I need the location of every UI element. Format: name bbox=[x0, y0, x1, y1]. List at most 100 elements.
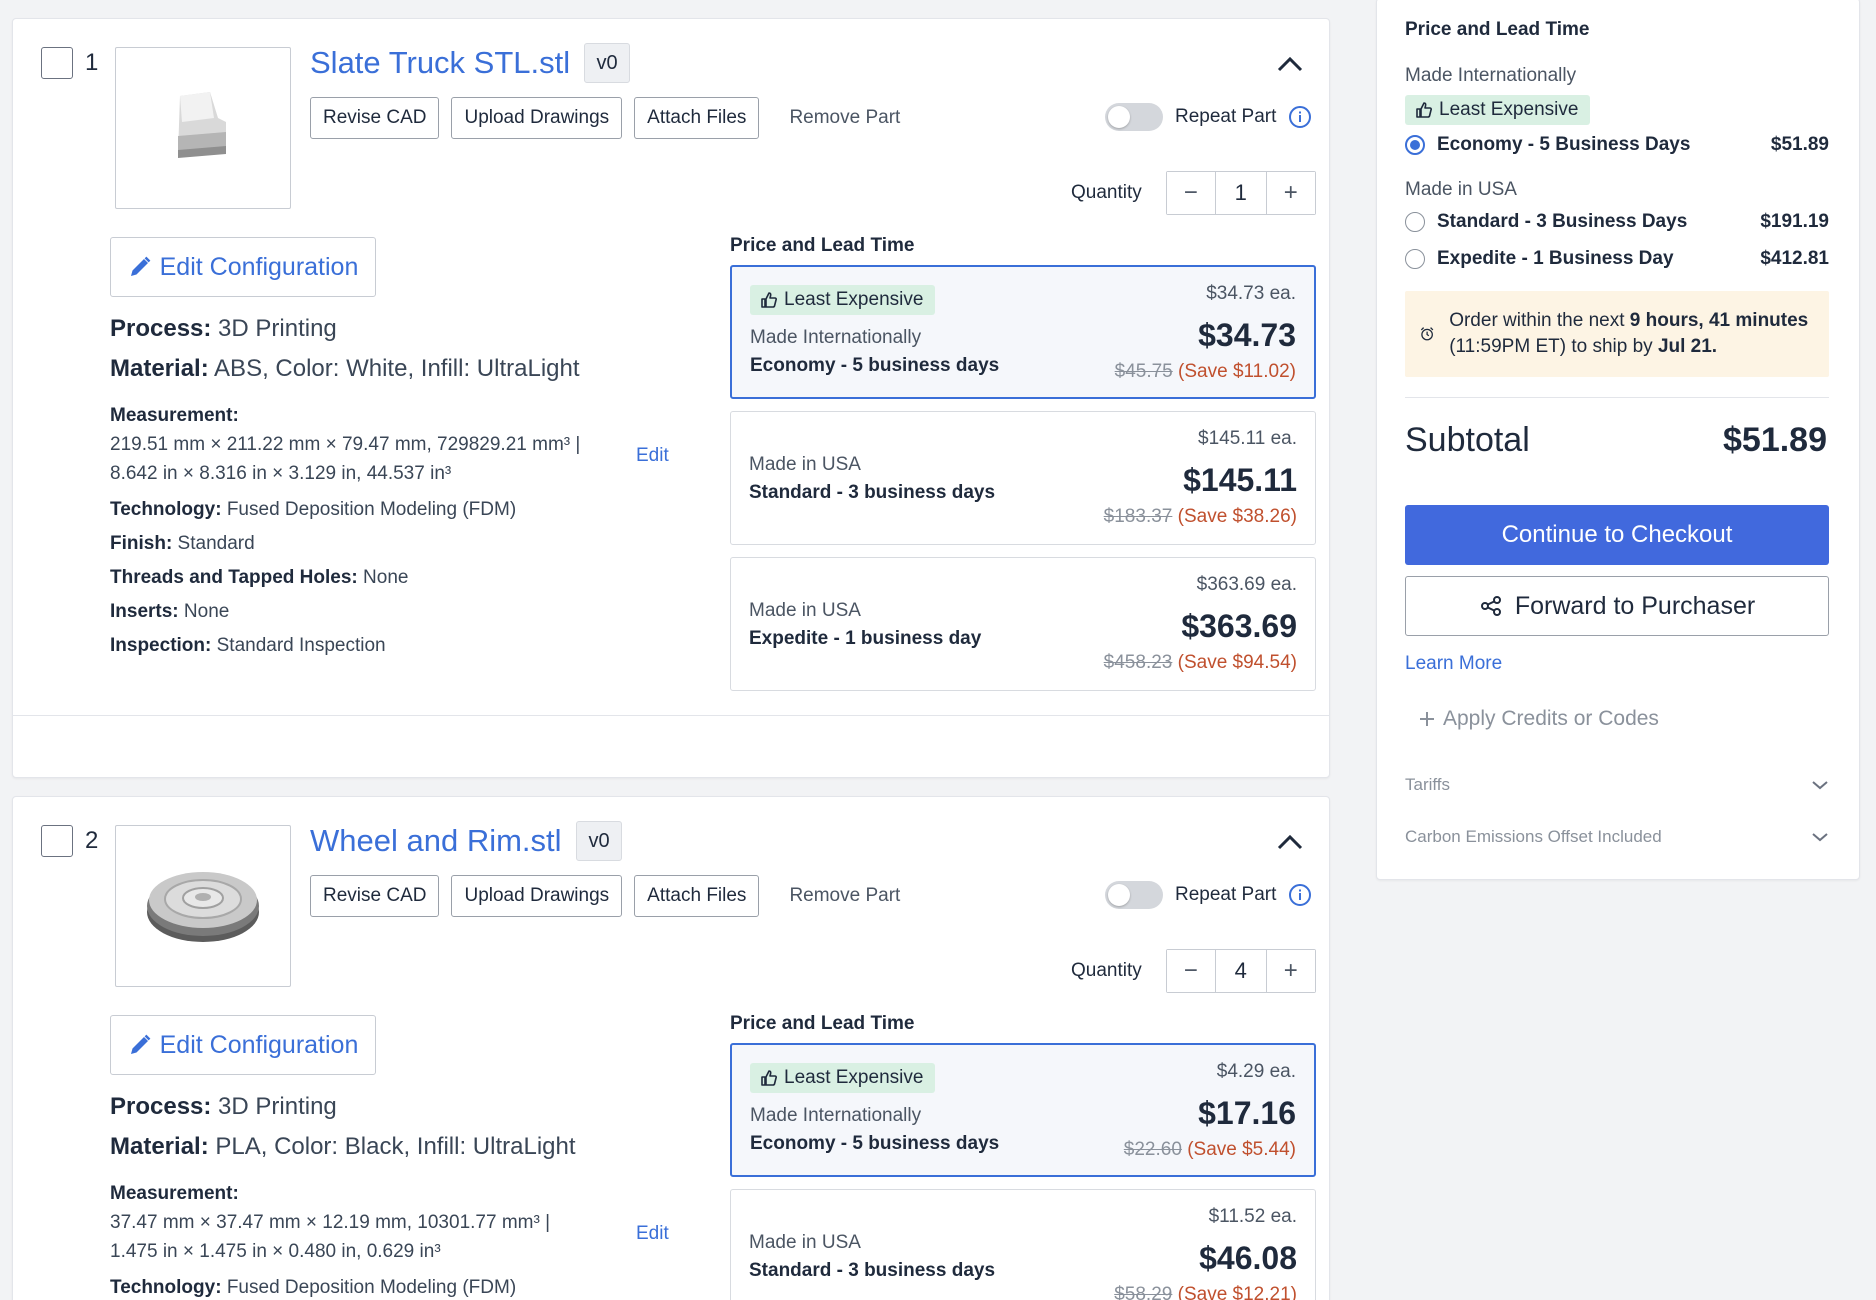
quantity-label: Quantity bbox=[1071, 182, 1142, 203]
notice-prefix: Order within the next bbox=[1449, 310, 1630, 331]
standard-price: $191.19 bbox=[1760, 211, 1829, 232]
technology-label: Technology: bbox=[110, 1277, 222, 1298]
price-option-standard[interactable]: Made in USA Standard - 3 business days $… bbox=[730, 1189, 1316, 1300]
least-expensive-label: Least Expensive bbox=[784, 1067, 924, 1088]
repeat-part-row: Repeat Part bbox=[1105, 103, 1312, 131]
price-lead-heading: Price and Lead Time bbox=[730, 235, 915, 256]
edit-configuration-button[interactable]: Edit Configuration bbox=[110, 237, 376, 297]
option-unit-price: $11.52 ea. bbox=[1208, 1206, 1297, 1227]
chevron-up-icon[interactable] bbox=[1275, 827, 1305, 857]
repeat-part-label: Repeat Part bbox=[1175, 106, 1277, 127]
price-option-standard[interactable]: Made in USA Standard - 3 business days $… bbox=[730, 411, 1316, 545]
option-total-price: $145.11 bbox=[1183, 462, 1297, 498]
price-option-expedite[interactable]: Made in USA Expedite - 1 business day $3… bbox=[730, 557, 1316, 691]
original-price: $458.23 bbox=[1103, 652, 1173, 673]
thumbs-up-icon bbox=[761, 1070, 777, 1086]
least-expensive-label: Least Expensive bbox=[784, 289, 924, 310]
option-unit-price: $363.69 ea. bbox=[1196, 574, 1297, 595]
option-origin: Made Internationally bbox=[750, 1105, 922, 1126]
plus-icon[interactable]: + bbox=[1266, 950, 1315, 992]
option-lead-time: Standard - 3 business days bbox=[749, 482, 996, 503]
quantity-input[interactable]: 4 bbox=[1214, 950, 1267, 992]
summary-divider bbox=[1405, 397, 1829, 398]
edit-configuration-button[interactable]: Edit Configuration bbox=[110, 1015, 376, 1075]
part-card: 2 Wheel and Rim.stl v0 Revise CAD Upload… bbox=[12, 796, 1330, 1300]
measurement-label: Measurement: bbox=[110, 1183, 239, 1204]
minus-icon[interactable]: − bbox=[1166, 172, 1215, 214]
repeat-part-toggle[interactable] bbox=[1105, 881, 1163, 909]
apply-credits-label: Apply Credits or Codes bbox=[1443, 707, 1659, 730]
attach-files-button[interactable]: Attach Files bbox=[634, 97, 760, 139]
option-savings: $22.60 (Save $5.44) bbox=[1124, 1139, 1296, 1161]
part-index: 2 bbox=[85, 827, 99, 854]
option-savings: $458.23 (Save $94.54) bbox=[1104, 652, 1297, 674]
edit-measurement-link[interactable]: Edit bbox=[636, 1223, 669, 1244]
expedite-price: $412.81 bbox=[1760, 248, 1829, 269]
standard-option[interactable]: Standard - 3 Business Days $191.19 bbox=[1405, 211, 1829, 233]
technology-spec: Technology: Fused Deposition Modeling (F… bbox=[110, 1273, 516, 1300]
chevron-down-icon bbox=[1812, 781, 1828, 790]
material-value: ABS, Color: White, Infill: UltraLight bbox=[208, 355, 580, 382]
chevron-up-icon[interactable] bbox=[1275, 49, 1305, 79]
expedite-radio[interactable] bbox=[1405, 249, 1425, 269]
option-unit-price: $145.11 ea. bbox=[1198, 428, 1297, 449]
part-name-link[interactable]: Wheel and Rim.stl bbox=[310, 823, 562, 858]
tariffs-accordion[interactable]: Tariffs bbox=[1405, 775, 1829, 795]
threads-label: Threads and Tapped Holes: bbox=[110, 567, 358, 588]
inspection-spec: Inspection: Standard Inspection bbox=[110, 631, 386, 660]
expedite-option[interactable]: Expedite - 1 Business Day $412.81 bbox=[1405, 248, 1829, 270]
revise-cad-button[interactable]: Revise CAD bbox=[310, 875, 440, 917]
part-action-row: Revise CAD Upload Drawings Attach Files … bbox=[310, 875, 910, 917]
material-spec: Material: PLA, Color: Black, Infill: Ult… bbox=[110, 1133, 576, 1161]
version-badge: v0 bbox=[576, 821, 622, 861]
economy-radio[interactable] bbox=[1405, 135, 1425, 155]
alarm-clock-icon bbox=[1420, 327, 1434, 341]
part-thumbnail[interactable] bbox=[115, 47, 291, 209]
repeat-part-toggle[interactable] bbox=[1105, 103, 1163, 131]
economy-option[interactable]: Economy - 5 Business Days $51.89 bbox=[1405, 134, 1829, 156]
standard-label: Standard - 3 Business Days bbox=[1437, 211, 1688, 232]
price-option-economy[interactable]: Least Expensive Made Internationally Eco… bbox=[730, 1043, 1316, 1177]
part-thumbnail[interactable] bbox=[115, 825, 291, 987]
forward-to-purchaser-button[interactable]: Forward to Purchaser bbox=[1405, 576, 1829, 636]
apply-credits-button[interactable]: Apply Credits or Codes bbox=[1417, 707, 1659, 731]
inserts-value: None bbox=[178, 601, 230, 622]
option-origin: Made in USA bbox=[749, 600, 861, 621]
learn-more-link[interactable]: Learn More bbox=[1405, 653, 1503, 674]
measurement-metric: 37.47 mm × 37.47 mm × 12.19 mm, 10301.77… bbox=[110, 1212, 551, 1233]
original-price: $58.29 bbox=[1114, 1284, 1173, 1300]
savings-amount: (Save $11.02) bbox=[1172, 361, 1296, 382]
info-icon[interactable] bbox=[1288, 105, 1312, 129]
remove-part-button[interactable]: Remove Part bbox=[789, 107, 901, 128]
info-icon[interactable] bbox=[1288, 883, 1312, 907]
price-option-economy[interactable]: Least Expensive Made Internationally Eco… bbox=[730, 265, 1316, 399]
standard-radio[interactable] bbox=[1405, 212, 1425, 232]
subtotal-value: $51.89 bbox=[1723, 421, 1827, 459]
plus-icon[interactable]: + bbox=[1266, 172, 1315, 214]
process-spec: Process: 3D Printing bbox=[110, 1093, 337, 1121]
forward-label: Forward to Purchaser bbox=[1514, 591, 1756, 620]
part-name-link[interactable]: Slate Truck STL.stl bbox=[310, 45, 571, 80]
least-expensive-label: Least Expensive bbox=[1439, 99, 1579, 120]
technology-label: Technology: bbox=[110, 499, 222, 520]
attach-files-button[interactable]: Attach Files bbox=[634, 875, 760, 917]
revise-cad-button[interactable]: Revise CAD bbox=[310, 97, 440, 139]
part-select-checkbox[interactable] bbox=[41, 825, 73, 857]
made-in-usa-label: Made in USA bbox=[1405, 179, 1517, 200]
remove-part-button[interactable]: Remove Part bbox=[789, 885, 901, 906]
process-label: Process: bbox=[110, 315, 212, 342]
carbon-label: Carbon Emissions Offset Included bbox=[1405, 827, 1662, 846]
option-origin: Made Internationally bbox=[750, 327, 922, 348]
edit-measurement-link[interactable]: Edit bbox=[636, 445, 669, 466]
technology-value: Fused Deposition Modeling (FDM) bbox=[221, 1277, 517, 1298]
carbon-offset-accordion[interactable]: Carbon Emissions Offset Included bbox=[1405, 827, 1829, 847]
minus-icon[interactable]: − bbox=[1166, 950, 1215, 992]
quantity-input[interactable]: 1 bbox=[1214, 172, 1267, 214]
part-select-checkbox[interactable] bbox=[41, 47, 73, 79]
upload-drawings-button[interactable]: Upload Drawings bbox=[451, 97, 623, 139]
quantity-stepper: − 4 + bbox=[1165, 949, 1316, 993]
option-total-price: $34.73 bbox=[1198, 317, 1296, 353]
continue-to-checkout-button[interactable]: Continue to Checkout bbox=[1405, 505, 1829, 565]
upload-drawings-button[interactable]: Upload Drawings bbox=[451, 875, 623, 917]
subtotal-label: Subtotal bbox=[1405, 421, 1530, 459]
